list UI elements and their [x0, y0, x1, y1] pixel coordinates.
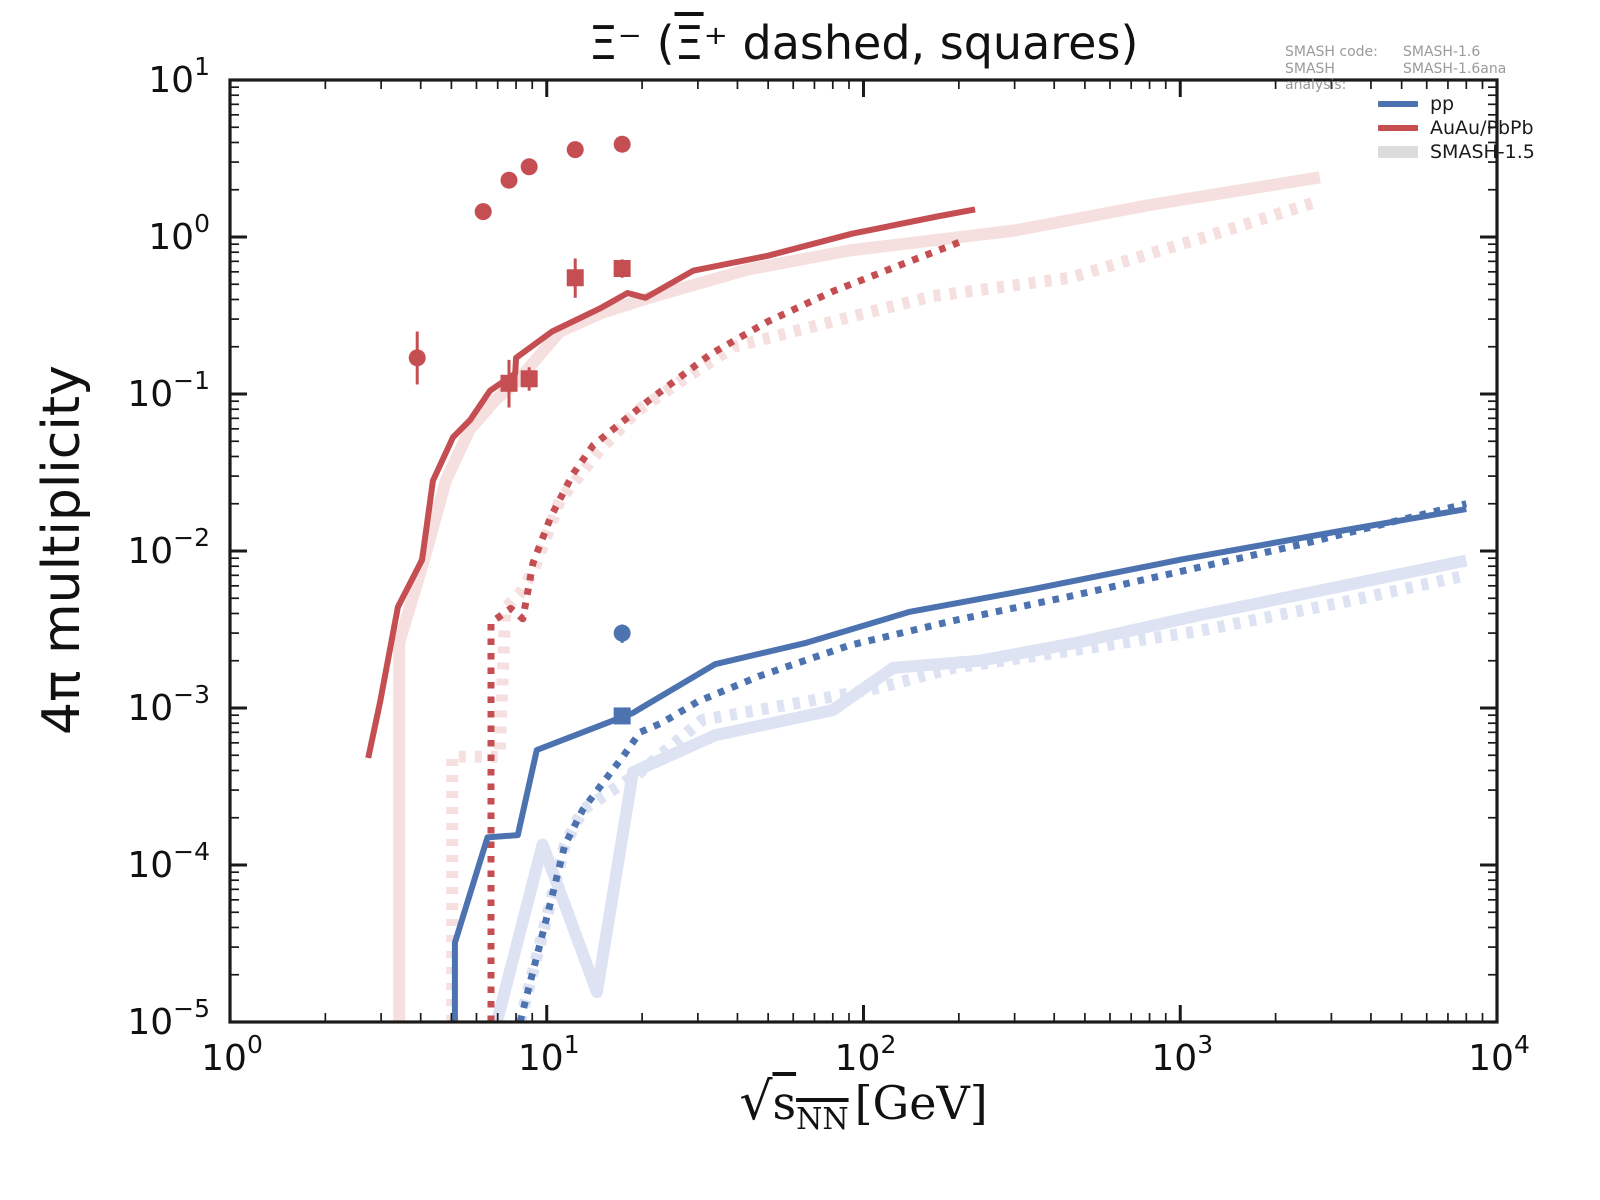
y-tick-label-1e-1: 10−1 — [127, 366, 210, 415]
smash15-label: SMASH-1.5 — [1430, 141, 1535, 163]
smash15-band-swatch — [1378, 146, 1418, 158]
series-smash16-auau-xi-plus — [487, 236, 967, 1022]
x-tick-label-1e0: 100 — [201, 1030, 263, 1079]
y-tick-label-1e-2: 10−2 — [127, 523, 210, 572]
y-tick-label-1e0: 100 — [148, 209, 210, 258]
x-axis-label: √sNN [GeV] — [230, 1072, 1497, 1137]
nn-subscript: NN — [796, 1102, 849, 1138]
chart-title: Ξ⁻ (Ξ⁺ dashed, squares) — [230, 16, 1497, 70]
exp-auau-xi-plus-marker — [500, 374, 518, 392]
title-xi-bar: Ξ — [674, 16, 704, 70]
smash-analysis-label: SMASH analysis: — [1285, 61, 1347, 93]
title-rest: ⁺ dashed, squares) — [703, 16, 1139, 70]
smash-version-annotation: SMASH code: SMASH-1.6 SMASH analysis: SM… — [1285, 44, 1506, 93]
y-tick-label-1e-5: 10−5 — [127, 994, 210, 1043]
y-axis-label: 4π multiplicity — [32, 365, 92, 735]
exp-auau-xi-plus-marker — [566, 269, 584, 287]
legend-item-auau-pbpb: AuAu/PbPb — [1378, 116, 1535, 140]
exp-auau-xi-minus-marker — [566, 141, 584, 159]
smash-code-value: SMASH-1.6 — [1403, 44, 1481, 60]
exp-auau-xi-minus-marker — [500, 171, 518, 189]
data-points-layer — [408, 135, 631, 725]
series-smash15-pp-xi-plus — [514, 569, 1468, 1022]
series-smash15-pp-xi-minus — [491, 554, 1468, 1022]
x-tick-label-1e2: 102 — [835, 1030, 897, 1079]
series-smash16-auau-xi-minus — [365, 206, 976, 759]
exp-auau-xi-minus-marker — [408, 349, 426, 367]
exp-auau-xi-minus-marker — [474, 203, 492, 221]
series-smash16-pp-xi-plus — [516, 500, 1468, 1022]
exp-pp-xi-minus-marker — [613, 624, 631, 642]
legend: pp AuAu/PbPb SMASH-1.5 — [1378, 92, 1535, 164]
exp-auau-xi-minus-marker — [613, 135, 631, 153]
exp-auau-xi-plus-marker — [613, 260, 631, 278]
auau-label: AuAu/PbPb — [1430, 117, 1534, 139]
series-smash16-pp-xi-minus — [451, 506, 1467, 1022]
legend-item-pp: pp — [1378, 92, 1535, 116]
s-symbol: s — [772, 1076, 797, 1130]
x-tick-label-1e3: 103 — [1151, 1030, 1213, 1079]
y-tick-label-1e-3: 10−3 — [127, 680, 210, 729]
smash-analysis-value: SMASH-1.6ana — [1403, 61, 1507, 77]
title-xi-minus: Ξ⁻ ( — [588, 16, 675, 70]
series-smash15-auau-xi-minus — [393, 171, 1321, 1022]
exp-pp-xi-plus-marker — [613, 707, 631, 725]
curves-layer — [365, 171, 1468, 1022]
legend-item-smash-15: SMASH-1.5 — [1378, 140, 1535, 164]
sqrt-symbol: √ — [739, 1072, 773, 1132]
exp-auau-xi-minus-marker — [520, 158, 538, 176]
gev-unit: [GeV] — [854, 1076, 988, 1130]
exp-auau-xi-plus-marker — [520, 370, 538, 388]
x-tick-label-1e1: 101 — [518, 1030, 580, 1079]
series-smash15-auau-xi-plus — [446, 195, 1322, 1022]
auau-line-swatch — [1378, 125, 1418, 131]
pp-line-swatch — [1378, 101, 1418, 107]
x-tick-label-1e4: 104 — [1468, 1030, 1530, 1079]
y-tick-label-1e-4: 10−4 — [127, 837, 210, 886]
pp-label: pp — [1430, 93, 1455, 115]
axes-frame — [228, 78, 1499, 1024]
smash-code-label: SMASH code: — [1285, 44, 1378, 60]
y-tick-label-1e1: 101 — [148, 52, 210, 101]
axis-ticks — [228, 78, 1499, 1024]
